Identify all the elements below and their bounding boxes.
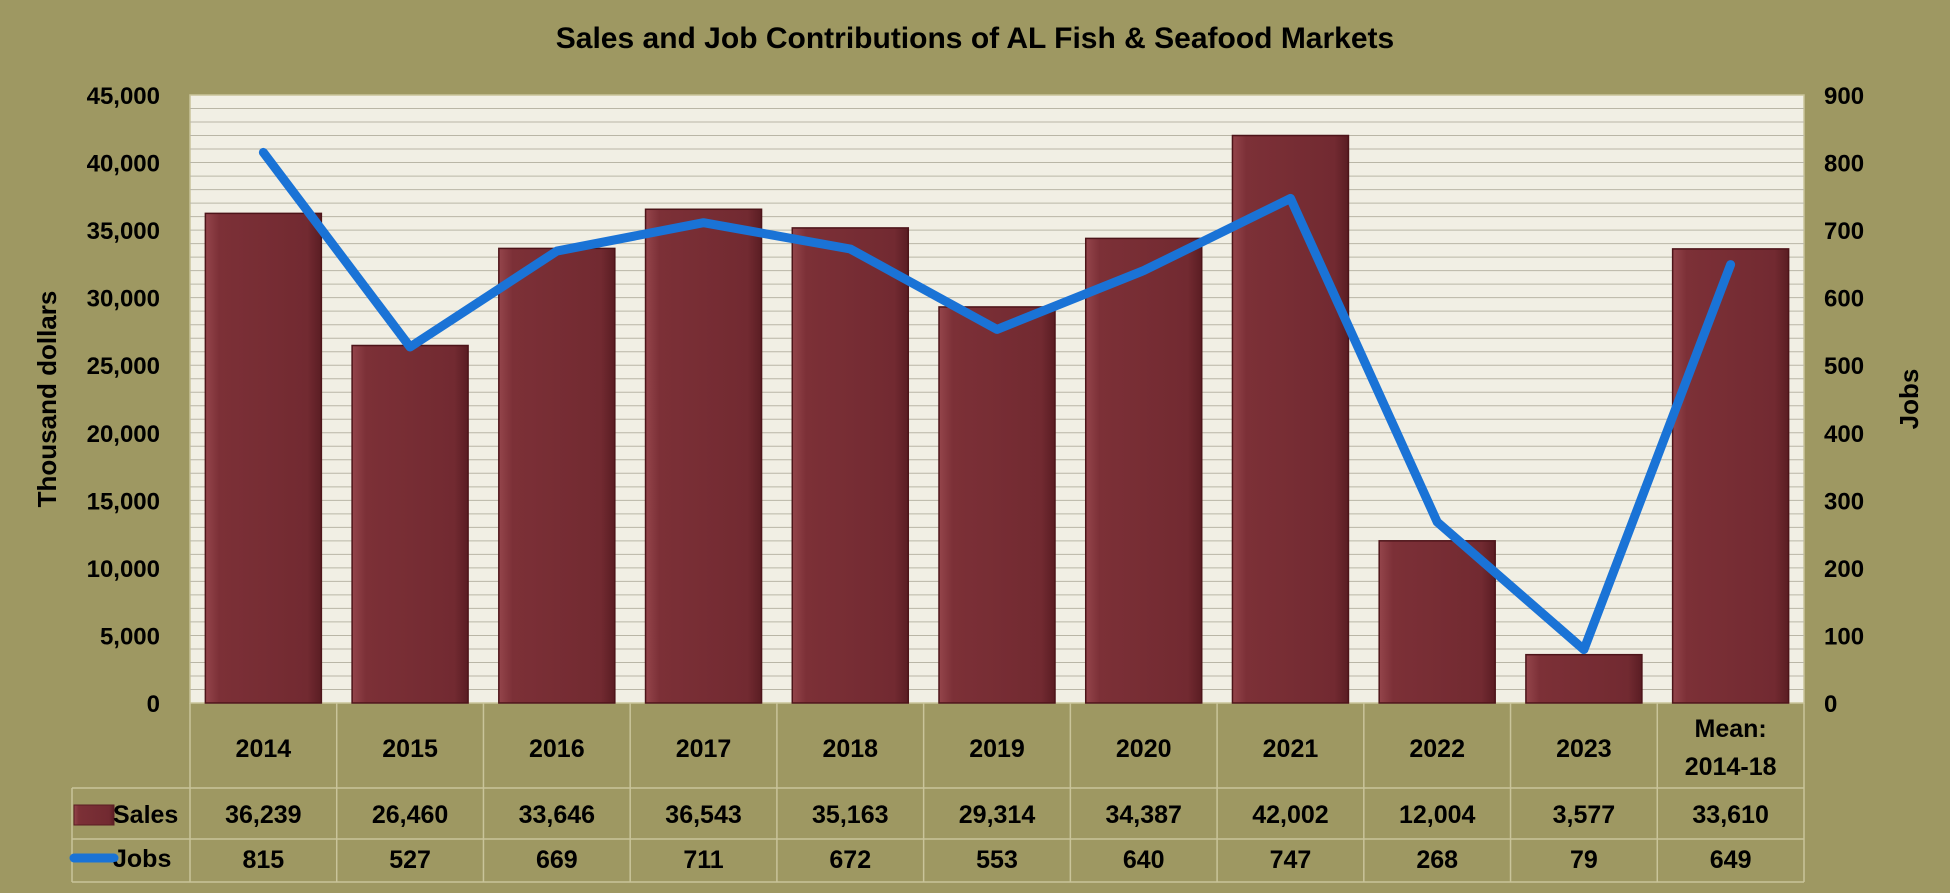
- right-tick-label: 400: [1824, 421, 1864, 448]
- table-grid: [71, 703, 1805, 883]
- bar-2015: [351, 344, 469, 704]
- bar-2016: [498, 247, 616, 704]
- left-tick-label: 15,000: [87, 488, 160, 515]
- jobs-value: 669: [536, 846, 578, 874]
- right-tick-label: 200: [1824, 556, 1864, 583]
- sales-value: 36,239: [225, 801, 301, 829]
- category-label: 2018: [822, 735, 878, 763]
- category-label: 2015: [382, 735, 438, 763]
- right-tick-label: 100: [1824, 623, 1864, 650]
- jobs-value: 268: [1416, 846, 1458, 874]
- right-axis-label: Jobs: [1894, 369, 1924, 430]
- left-tick-label: 10,000: [87, 556, 160, 583]
- left-tick-label: 30,000: [87, 286, 160, 313]
- category-label: 2014-18: [1685, 753, 1777, 781]
- bar-2018: [791, 227, 910, 704]
- left-tick-label: 0: [147, 691, 160, 718]
- category-label: 2016: [529, 735, 585, 763]
- category-label: 2023: [1556, 735, 1612, 763]
- bars: [204, 134, 1790, 704]
- jobs-value: 672: [829, 846, 871, 874]
- legend-jobs-label: Jobs: [113, 845, 171, 873]
- legend-jobs: Jobs: [69, 845, 171, 873]
- sales-value: 3,577: [1553, 801, 1616, 829]
- sales-value: 42,002: [1252, 801, 1328, 829]
- bar-2023: [1525, 653, 1643, 704]
- chart-title: Sales and Job Contributions of AL Fish &…: [556, 22, 1394, 55]
- left-tick-label: 25,000: [87, 353, 160, 380]
- right-tick-label: 300: [1824, 488, 1864, 515]
- right-tick-label: 800: [1824, 151, 1864, 178]
- category-label: 2019: [969, 735, 1025, 763]
- left-tick-label: 35,000: [87, 218, 160, 245]
- right-tick-label: 0: [1824, 691, 1837, 718]
- bar-mean: [1671, 248, 1790, 704]
- left-tick-label: 20,000: [87, 421, 160, 448]
- right-tick-label: 600: [1824, 286, 1864, 313]
- bar-2017: [644, 208, 763, 704]
- jobs-line: [258, 147, 1736, 655]
- legend-sales-label: Sales: [113, 801, 178, 829]
- jobs-value: 527: [389, 846, 431, 874]
- sales-value: 35,163: [812, 801, 888, 829]
- category-label: 2022: [1409, 735, 1465, 763]
- category-label: 2017: [676, 735, 732, 763]
- sales-value: 34,387: [1105, 801, 1181, 829]
- sales-value: 33,610: [1692, 801, 1768, 829]
- jobs-row: 815 527 669 711 672 553 640 747 268 79 649: [243, 846, 1752, 874]
- category-label: 2021: [1263, 735, 1319, 763]
- bar-2022: [1378, 540, 1496, 704]
- bar-2021: [1231, 134, 1350, 704]
- category-label: 2020: [1116, 735, 1172, 763]
- bar-2014: [204, 212, 323, 704]
- right-tick-label: 500: [1824, 353, 1864, 380]
- legend-sales: Sales: [73, 801, 178, 829]
- category-label: 2014: [236, 735, 292, 763]
- jobs-value: 747: [1270, 846, 1312, 874]
- sales-row: 36,239 26,460 33,646 36,543 35,163 29,314 34,3…: [225, 801, 1769, 829]
- left-tick-label: 5,000: [100, 623, 160, 650]
- category-labels: 2014 2015 2016 2017 2018 2019 2020 2021 2022 2023…: [236, 715, 1777, 781]
- sales-value: 33,646: [519, 801, 595, 829]
- jobs-value: 553: [976, 846, 1018, 874]
- left-tick-label: 40,000: [87, 151, 160, 178]
- left-axis: 0 5,000 10,000 15,000 20,000 25,000 30,000 35,0…: [87, 83, 160, 718]
- bar-2019: [938, 306, 1056, 704]
- jobs-value: 815: [243, 846, 285, 874]
- legend-sales-swatch: [73, 804, 115, 826]
- sales-value: 26,460: [372, 801, 448, 829]
- right-axis: 0 100 200 300 400 500 600 700 800 900: [1824, 83, 1864, 718]
- right-tick-label: 700: [1824, 218, 1864, 245]
- left-tick-label: 45,000: [87, 83, 160, 110]
- right-tick-label: 900: [1824, 83, 1864, 110]
- jobs-value: 711: [683, 846, 723, 874]
- sales-value: 12,004: [1399, 801, 1476, 829]
- jobs-value: 79: [1570, 846, 1598, 874]
- data-table: 2014 2015 2016 2017 2018 2019 2020 2021 2022 2023…: [69, 703, 1805, 883]
- sales-value: 36,543: [665, 801, 741, 829]
- plot-area: [189, 94, 1805, 704]
- sales-value: 29,314: [959, 801, 1036, 829]
- jobs-value: 640: [1123, 846, 1165, 874]
- jobs-value: 649: [1710, 846, 1752, 874]
- left-axis-label: Thousand dollars: [32, 291, 62, 508]
- bar-2020: [1084, 237, 1203, 704]
- category-label: Mean:: [1695, 715, 1767, 743]
